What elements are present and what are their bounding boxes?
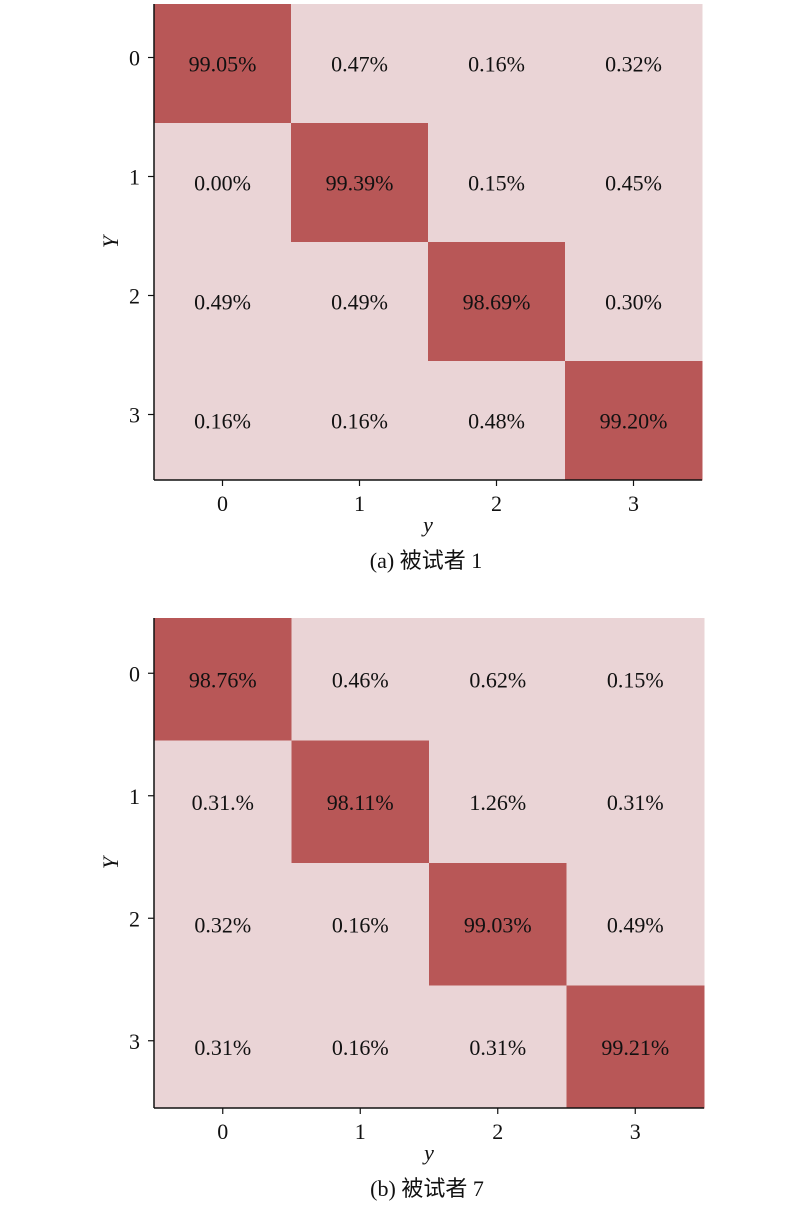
cell-value-label: 0.31% (607, 790, 664, 815)
y-tick-label: 0 (129, 661, 140, 686)
subfigure-caption: (b) 被试者 7 (370, 1176, 484, 1201)
y-tick-label: 0 (129, 46, 140, 71)
cell-value-label: 99.03% (464, 912, 532, 937)
heatmap-cell (565, 242, 703, 362)
heatmap-cell (429, 863, 567, 986)
cell-value-label: 0.31% (194, 1035, 251, 1060)
y-axis-label: Y (98, 854, 123, 869)
heatmap-cell (291, 618, 430, 741)
heatmap-cell (565, 361, 703, 481)
cell-value-label: 0.15% (468, 171, 525, 196)
heatmap-cell (291, 361, 429, 481)
y-tick-label: 1 (129, 165, 140, 190)
x-tick-label: 2 (491, 491, 502, 516)
x-tick-label: 0 (217, 491, 228, 516)
cell-value-label: 0.30% (605, 290, 662, 315)
cell-value-label: 0.15% (607, 667, 664, 692)
cell-value-label: 0.47% (331, 52, 388, 77)
heatmap-cell (566, 985, 705, 1109)
heatmap-cell (154, 618, 292, 741)
heatmap-cell (428, 123, 566, 243)
heatmap-cell (154, 985, 292, 1109)
cell-value-label: 99.21% (601, 1035, 669, 1060)
heatmap-cell (428, 361, 566, 481)
cell-value-label: 99.20% (600, 409, 668, 434)
heatmap-cell (154, 361, 292, 481)
x-axis-label: y (421, 512, 433, 537)
cell-value-label: 0.49% (194, 290, 251, 315)
cell-value-label: 0.31.% (192, 790, 254, 815)
y-tick-label: 2 (129, 906, 140, 931)
y-tick-label: 2 (129, 284, 140, 309)
cell-value-label: 0.46% (332, 667, 389, 692)
heatmap-cell (429, 740, 567, 864)
heatmap-cell (429, 618, 567, 741)
cell-value-label: 0.16% (194, 409, 251, 434)
heatmap-cell (565, 123, 703, 243)
cell-value-label: 0.16% (468, 52, 525, 77)
cell-value-label: 0.45% (605, 171, 662, 196)
x-axis-label: y (422, 1140, 434, 1165)
heatmap-cell (291, 4, 429, 124)
cell-value-label: 0.16% (332, 1035, 389, 1060)
cell-value-label: 0.31% (469, 1035, 526, 1060)
heatmap-cell (566, 863, 705, 986)
heatmap-cell (154, 863, 292, 986)
heatmap-cell (566, 740, 705, 864)
cell-value-label: 0.16% (332, 912, 389, 937)
heatmap-cell (291, 242, 429, 362)
cell-value-label: 98.69% (463, 290, 531, 315)
heatmap-cell (154, 242, 292, 362)
heatmap-cell (291, 740, 430, 864)
cell-value-label: 0.62% (469, 667, 526, 692)
y-axis-label: Y (98, 233, 123, 248)
cell-value-label: 1.26% (469, 790, 526, 815)
heatmap-cell (154, 123, 292, 243)
heatmap-cell (428, 4, 566, 124)
heatmap-cell (291, 123, 429, 243)
y-tick-label: 3 (129, 1029, 140, 1054)
cell-value-label: 98.11% (327, 790, 394, 815)
x-tick-label: 0 (217, 1119, 228, 1144)
heatmap-cell (565, 4, 703, 124)
x-tick-label: 1 (354, 491, 365, 516)
x-tick-label: 3 (628, 491, 639, 516)
cell-value-label: 99.05% (189, 52, 257, 77)
subfigure-caption: (a) 被试者 1 (370, 548, 482, 573)
cell-value-label: 0.00% (194, 171, 251, 196)
heatmap-cell (566, 618, 705, 741)
x-tick-label: 2 (492, 1119, 503, 1144)
cell-value-label: 0.48% (468, 409, 525, 434)
x-tick-label: 1 (355, 1119, 366, 1144)
cell-value-label: 0.49% (607, 912, 664, 937)
heatmap-cell (154, 740, 292, 864)
y-tick-label: 3 (129, 403, 140, 428)
cell-value-label: 0.32% (194, 912, 251, 937)
cell-value-label: 0.16% (331, 409, 388, 434)
heatmap-cell (291, 985, 430, 1109)
x-tick-label: 3 (630, 1119, 641, 1144)
cell-value-label: 0.32% (605, 52, 662, 77)
cell-value-label: 99.39% (326, 171, 394, 196)
y-tick-label: 1 (129, 784, 140, 809)
cell-value-label: 98.76% (189, 667, 257, 692)
heatmap-cell (428, 242, 566, 362)
heatmap-subject-1: 99.05% 0.47% 0.16% 0.32% 0.00% 99.39% 0.15% 0.4… (98, 4, 703, 573)
heatmap-subject-7: 98.76% 0.46% 0.62% 0.15% 0.31.% 98.11% 1.26% 0.… (98, 618, 705, 1201)
heatmap-cell (291, 863, 430, 986)
cell-value-label: 0.49% (331, 290, 388, 315)
heatmap-cell (154, 4, 292, 124)
heatmap-cell (429, 985, 567, 1109)
